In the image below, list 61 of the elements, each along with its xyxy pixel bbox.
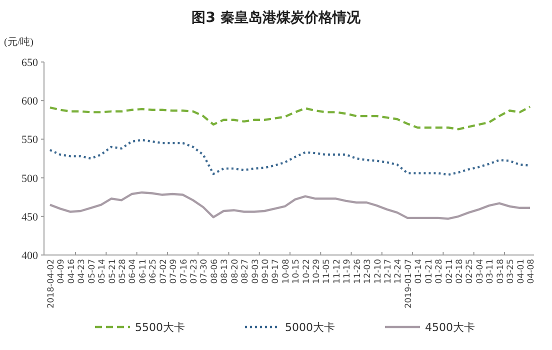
- x-tick-label: 2018-04-02: [46, 259, 56, 308]
- y-tick-label: 500: [22, 172, 38, 185]
- x-tick-label: 12-10: [373, 259, 384, 284]
- line-series: [48, 191, 532, 220]
- x-tick-label: 04-23: [77, 259, 88, 284]
- chart-title: 图3 秦皇岛港煤炭价格情况: [192, 10, 362, 26]
- x-tick-label: 04-16: [66, 259, 77, 284]
- x-tick-label: 11-05: [322, 259, 332, 284]
- x-tick-label: 02-18: [455, 259, 466, 284]
- x-tick-label: 10-08: [281, 259, 292, 284]
- x-tick-label: 01-21: [424, 259, 434, 284]
- y-axis-title: (元/吨): [4, 36, 34, 48]
- x-tick-label: 05-28: [118, 259, 128, 284]
- x-tick-label: 03-18: [496, 259, 506, 284]
- x-tick-label: 11-12: [332, 259, 342, 284]
- x-tick-label: 09-10: [260, 259, 271, 284]
- x-tick-label: 01-14: [414, 259, 424, 284]
- y-tick-label: 450: [22, 211, 38, 224]
- y-tick-label: 550: [22, 134, 38, 146]
- x-tick-label: 07-16: [179, 259, 190, 284]
- x-tick-label: 05-07: [87, 259, 98, 284]
- x-tick-label: 2019-01-07: [404, 259, 414, 308]
- x-tick-label: 12-03: [363, 259, 374, 284]
- x-tick-label: 08-20: [230, 259, 240, 284]
- x-tick-label: 03-25: [506, 259, 516, 284]
- x-tick-label: 03-11: [486, 259, 496, 284]
- x-tick-label: 07-09: [169, 259, 180, 284]
- x-tick-label: 01-28: [434, 259, 445, 284]
- x-tick-label: 09-17: [271, 259, 282, 284]
- x-tick-label: 06-11: [138, 259, 148, 284]
- x-tick-label: 02-25: [465, 259, 476, 284]
- x-tick-label: 11-19: [342, 259, 353, 284]
- x-tick-label: 10-22: [302, 259, 312, 284]
- x-tick-label: 11-26: [352, 259, 363, 284]
- x-tick-label: 06-25: [148, 259, 159, 284]
- x-tick-label: 03-04: [475, 259, 486, 284]
- x-tick-label: 07-23: [189, 259, 200, 284]
- x-tick-label: 08-27: [240, 259, 251, 284]
- x-tick-label: 05-21: [108, 259, 118, 284]
- x-tick-label: 10-29: [312, 259, 322, 284]
- y-tick-label: 400: [22, 250, 38, 262]
- x-tick-label: 09-03: [250, 259, 261, 284]
- y-tick-label: 650: [22, 57, 38, 69]
- x-tick-label: 06-04: [128, 259, 138, 284]
- legend-label: 4500大卡: [425, 321, 475, 334]
- x-tick-label: 08-06: [210, 259, 220, 284]
- y-tick-label: 600: [22, 96, 38, 108]
- line-series: [48, 106, 532, 130]
- x-tick-label: 12-17: [384, 259, 394, 284]
- x-tick-label: 04-08: [526, 259, 536, 284]
- x-tick-label: 04-09: [56, 259, 67, 284]
- x-tick-label: 05-14: [98, 259, 108, 284]
- x-tick-label: 07-30: [200, 259, 210, 284]
- legend-label: 5500大卡: [135, 321, 185, 334]
- legend-label: 5000大卡: [285, 321, 335, 334]
- x-tick-label: 07-02: [158, 259, 169, 284]
- x-tick-label: 02-11: [444, 259, 455, 284]
- x-tick-label: 04-01: [516, 259, 526, 284]
- x-tick-label: 10-15: [292, 259, 302, 284]
- x-tick-label: 12-24: [394, 259, 404, 284]
- x-tick-label: 08-13: [220, 259, 230, 284]
